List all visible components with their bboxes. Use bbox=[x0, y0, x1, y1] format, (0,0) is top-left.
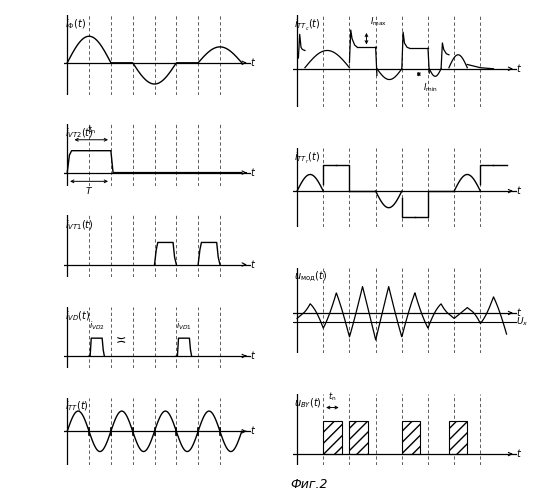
Text: $I_{\rm min}$: $I_{\rm min}$ bbox=[423, 82, 438, 94]
Text: $i_{VD2}$: $i_{VD2}$ bbox=[88, 320, 104, 332]
Text: t: t bbox=[250, 168, 254, 177]
Bar bbox=[350, 421, 368, 454]
Text: $i_{VD1}$: $i_{VD1}$ bbox=[176, 320, 192, 332]
Text: Фиг.2: Фиг.2 bbox=[290, 478, 328, 491]
Text: t: t bbox=[516, 308, 520, 318]
Bar bbox=[323, 421, 342, 454]
Text: $u_{\rm мод}(t)$: $u_{\rm мод}(t)$ bbox=[294, 270, 328, 284]
Bar bbox=[402, 421, 420, 454]
Text: $t_{\rm n}$: $t_{\rm n}$ bbox=[328, 391, 337, 404]
Text: $i_{TT}(t)$: $i_{TT}(t)$ bbox=[65, 400, 89, 413]
Text: $i_\Phi(t)$: $i_\Phi(t)$ bbox=[65, 18, 86, 31]
Text: $i_{VD}(t)$: $i_{VD}(t)$ bbox=[65, 309, 91, 322]
Text: $i_{TT_c}(t)$: $i_{TT_c}(t)$ bbox=[294, 18, 321, 32]
Text: $U_x$: $U_x$ bbox=[516, 316, 529, 328]
Text: $I_{\rm max}$: $I_{\rm max}$ bbox=[370, 16, 387, 28]
Text: t: t bbox=[250, 58, 254, 68]
Text: $i_{VT2}(t)$: $i_{VT2}(t)$ bbox=[65, 127, 94, 140]
Text: t: t bbox=[516, 186, 520, 196]
Text: t: t bbox=[516, 64, 520, 74]
Text: $\asymp$: $\asymp$ bbox=[113, 334, 126, 347]
Text: t: t bbox=[516, 449, 520, 459]
Text: $t_{\rm n}$: $t_{\rm n}$ bbox=[87, 124, 96, 136]
Text: $T$: $T$ bbox=[85, 184, 93, 196]
Text: $i_{VT1}(t)$: $i_{VT1}(t)$ bbox=[65, 218, 94, 232]
Text: t: t bbox=[250, 351, 254, 361]
Text: $u_{BY}(t)$: $u_{BY}(t)$ bbox=[294, 397, 322, 410]
Text: t: t bbox=[250, 426, 254, 436]
Text: t: t bbox=[250, 260, 254, 270]
Text: $i_{TT_r}(t)$: $i_{TT_r}(t)$ bbox=[294, 150, 320, 166]
Bar bbox=[449, 421, 467, 454]
